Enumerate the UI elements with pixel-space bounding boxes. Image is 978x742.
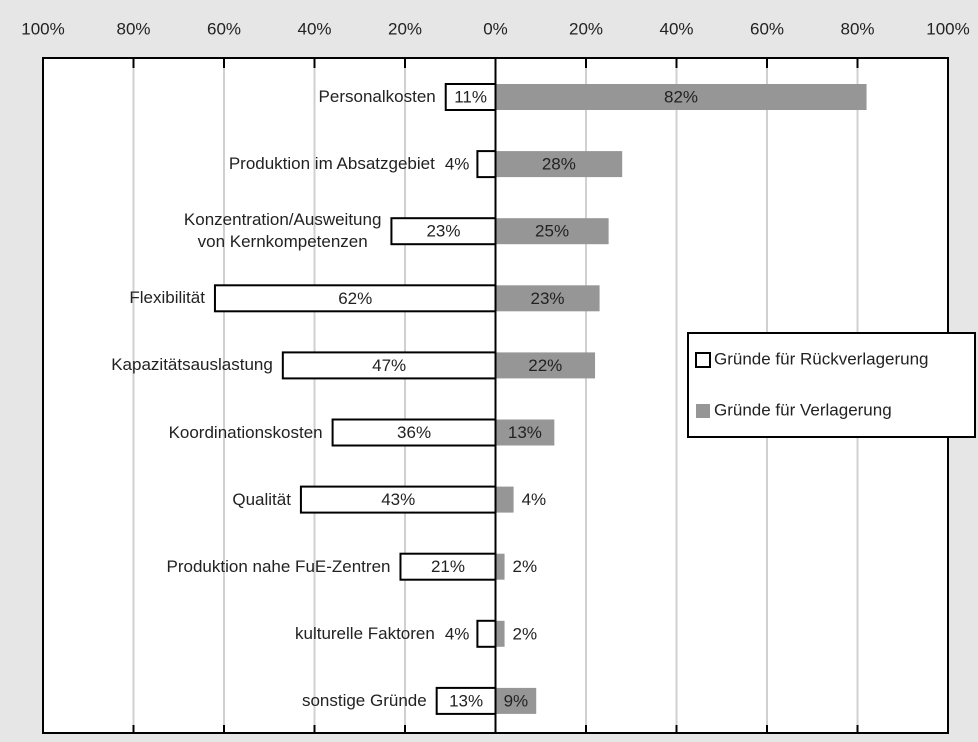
x-tick-label: 20% <box>388 19 422 38</box>
x-tick-label: 0% <box>483 19 508 38</box>
x-tick-label: 60% <box>750 19 784 38</box>
value-label: 13% <box>449 691 483 710</box>
category-label: Konzentration/Ausweitung von Kernkompete… <box>183 210 382 252</box>
value-label: 4% <box>445 155 470 174</box>
legend-swatch <box>695 352 711 368</box>
bar <box>299 485 497 514</box>
bar <box>495 151 623 178</box>
x-tick-label: 20% <box>569 19 603 38</box>
bar <box>476 150 497 179</box>
value-label: 23% <box>426 222 460 241</box>
category-label: Koordinationskosten <box>168 422 323 442</box>
value-label: 13% <box>508 423 542 442</box>
value-label: 36% <box>397 423 431 442</box>
category-label: sonstige Gründe <box>301 690 427 710</box>
category-label: Flexibilität <box>129 288 205 308</box>
value-label: 21% <box>431 557 465 576</box>
category-label: Produktion nahe FuE-Zentren <box>166 556 391 576</box>
bar <box>495 285 600 312</box>
bar <box>331 418 497 447</box>
category-label: kulturelle Faktoren <box>294 623 435 643</box>
value-label: 2% <box>513 557 538 576</box>
bar <box>444 83 497 111</box>
bar <box>495 553 505 580</box>
value-label: 11% <box>454 87 487 106</box>
category-label: Kapazitätsauslastung <box>111 355 273 375</box>
category-label: Personalkosten <box>318 87 436 106</box>
legend-swatch <box>696 404 710 418</box>
x-tick-label: 40% <box>297 19 331 38</box>
bar <box>495 419 555 446</box>
value-label: 25% <box>535 222 569 241</box>
bar <box>495 218 609 245</box>
value-label: 4% <box>522 490 547 509</box>
value-label: 62% <box>338 289 372 308</box>
bar <box>495 352 596 379</box>
x-tick-label: 60% <box>207 19 241 38</box>
x-tick-label: 80% <box>840 19 874 38</box>
legend-label: Gründe für Rückverlagerung <box>714 349 929 368</box>
bar <box>399 552 497 581</box>
x-tick-label: 80% <box>116 19 150 38</box>
value-label: 82% <box>664 87 698 106</box>
category-label: Produktion im Absatzgebiet <box>228 154 435 174</box>
value-label: 9% <box>504 691 529 710</box>
value-label: 2% <box>513 624 538 643</box>
bar <box>495 84 867 110</box>
x-tick-label: 100% <box>21 19 64 38</box>
value-label: 47% <box>372 356 406 375</box>
value-label: 28% <box>542 155 576 174</box>
value-label: 4% <box>445 624 470 643</box>
legend-box <box>687 332 976 438</box>
value-label: 23% <box>531 289 565 308</box>
bar <box>495 620 505 647</box>
value-label: 22% <box>528 356 562 375</box>
x-tick-label: 40% <box>659 19 693 38</box>
bar <box>495 486 514 513</box>
legend-label: Gründe für Verlagerung <box>714 400 892 419</box>
category-label: Qualität <box>232 489 291 509</box>
x-tick-label: 100% <box>926 19 969 38</box>
bar <box>476 619 497 648</box>
bar <box>495 687 537 714</box>
value-label: 43% <box>381 490 415 509</box>
